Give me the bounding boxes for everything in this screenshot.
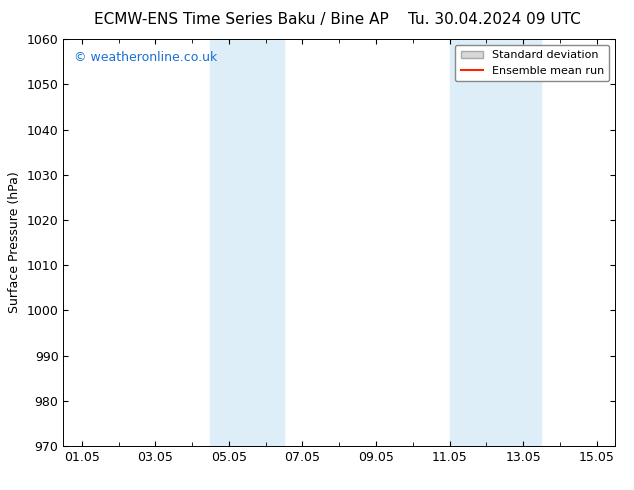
Text: Tu. 30.04.2024 09 UTC: Tu. 30.04.2024 09 UTC — [408, 12, 581, 27]
Bar — [210, 39, 284, 446]
Y-axis label: Surface Pressure (hPa): Surface Pressure (hPa) — [8, 172, 21, 314]
Text: © weatheronline.co.uk: © weatheronline.co.uk — [74, 51, 217, 64]
Bar — [450, 39, 541, 446]
Legend: Standard deviation, Ensemble mean run: Standard deviation, Ensemble mean run — [455, 45, 609, 81]
Text: ECMW-ENS Time Series Baku / Bine AP: ECMW-ENS Time Series Baku / Bine AP — [94, 12, 388, 27]
